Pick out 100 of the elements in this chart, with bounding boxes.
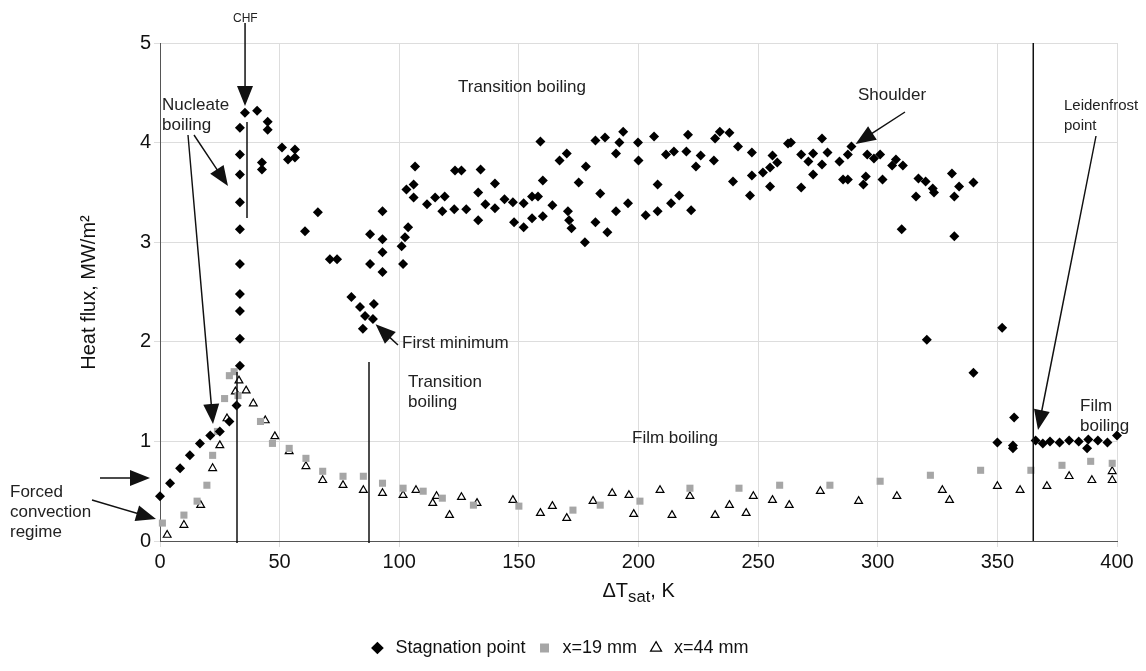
point — [268, 439, 276, 447]
point — [193, 497, 201, 505]
point — [248, 398, 258, 407]
point — [767, 495, 777, 504]
annotation: Leidenfrost point — [1064, 95, 1140, 135]
point — [629, 509, 639, 517]
point — [339, 472, 347, 480]
x-tick-label: 50 — [268, 549, 291, 572]
point — [636, 497, 644, 505]
point — [428, 498, 438, 506]
point — [301, 461, 311, 470]
point — [270, 431, 280, 440]
point — [208, 463, 218, 472]
annotation: Transition boiling — [458, 77, 586, 97]
point — [318, 475, 328, 484]
annotation: Nucleate boiling — [162, 95, 231, 135]
point — [826, 481, 834, 489]
point — [667, 510, 677, 518]
x-tick-label: 100 — [382, 549, 416, 572]
legend-label: Stagnation point — [395, 636, 526, 657]
point — [1108, 459, 1116, 467]
point — [655, 485, 665, 494]
x-tick-label: 150 — [502, 549, 536, 572]
point — [937, 485, 947, 494]
point — [686, 484, 694, 492]
point — [784, 500, 794, 508]
x-tick-label: 200 — [621, 549, 656, 572]
point — [398, 490, 408, 499]
point — [378, 488, 387, 497]
point — [535, 508, 545, 516]
point — [456, 492, 466, 501]
point — [562, 512, 572, 521]
point — [1042, 481, 1052, 490]
point — [469, 501, 477, 509]
point — [179, 519, 189, 528]
point — [685, 491, 695, 500]
point — [241, 385, 251, 394]
point — [419, 487, 427, 495]
x-tick-label: 300 — [861, 549, 895, 572]
y-tick-label: 3 — [139, 229, 151, 252]
point — [607, 488, 617, 497]
point — [1015, 485, 1025, 494]
point — [776, 481, 784, 489]
point — [854, 496, 864, 505]
point — [876, 477, 884, 485]
point — [596, 501, 604, 509]
point — [748, 491, 758, 500]
x-tick-label: 350 — [980, 549, 1015, 572]
point — [977, 466, 985, 474]
point — [515, 502, 523, 510]
y-tick-label: 1 — [139, 428, 151, 451]
text: CHF — [233, 10, 258, 27]
x-tick-label: 400 — [1100, 549, 1134, 572]
x-axis-title: ΔT$_{sat}$, K — [602, 579, 675, 607]
legend-label: x=19 mm — [562, 636, 638, 657]
point — [992, 481, 1002, 490]
point — [945, 495, 955, 504]
point — [319, 467, 327, 475]
y-tick-label: 0 — [139, 528, 151, 551]
point — [1087, 475, 1097, 484]
point — [203, 481, 211, 489]
point — [221, 395, 229, 403]
point — [1058, 461, 1066, 469]
point — [892, 491, 902, 500]
annotation: Film boiling — [632, 428, 718, 448]
point — [302, 454, 310, 462]
x-tick-label: 0 — [154, 549, 166, 572]
point — [741, 508, 751, 516]
point — [209, 451, 217, 459]
point — [926, 471, 934, 479]
point — [338, 480, 348, 489]
point — [1064, 471, 1074, 480]
annotation: Shoulder — [858, 85, 927, 105]
point — [215, 440, 225, 449]
annotation: First minimum — [402, 333, 509, 353]
text: Forced convection regime — [10, 482, 93, 542]
point — [724, 500, 734, 508]
point — [547, 501, 557, 509]
point — [815, 486, 825, 495]
legend-label: x=44 mm — [674, 636, 749, 657]
point — [735, 484, 743, 492]
point — [158, 519, 166, 527]
y-tick-label: 4 — [139, 130, 151, 153]
point — [256, 417, 265, 426]
y-tick-label: 2 — [139, 329, 151, 352]
point — [358, 485, 368, 494]
point — [1107, 466, 1117, 475]
point — [359, 472, 367, 480]
point — [378, 479, 387, 487]
point — [1087, 457, 1095, 465]
point — [508, 495, 518, 504]
x-tick-label: 250 — [741, 549, 775, 572]
point — [162, 529, 172, 538]
annotation: Film boiling — [1080, 396, 1131, 436]
point — [445, 510, 454, 518]
point — [411, 485, 421, 494]
y-tick-label: 5 — [139, 30, 151, 53]
point — [588, 496, 598, 505]
point — [399, 484, 407, 492]
point — [1107, 475, 1117, 484]
